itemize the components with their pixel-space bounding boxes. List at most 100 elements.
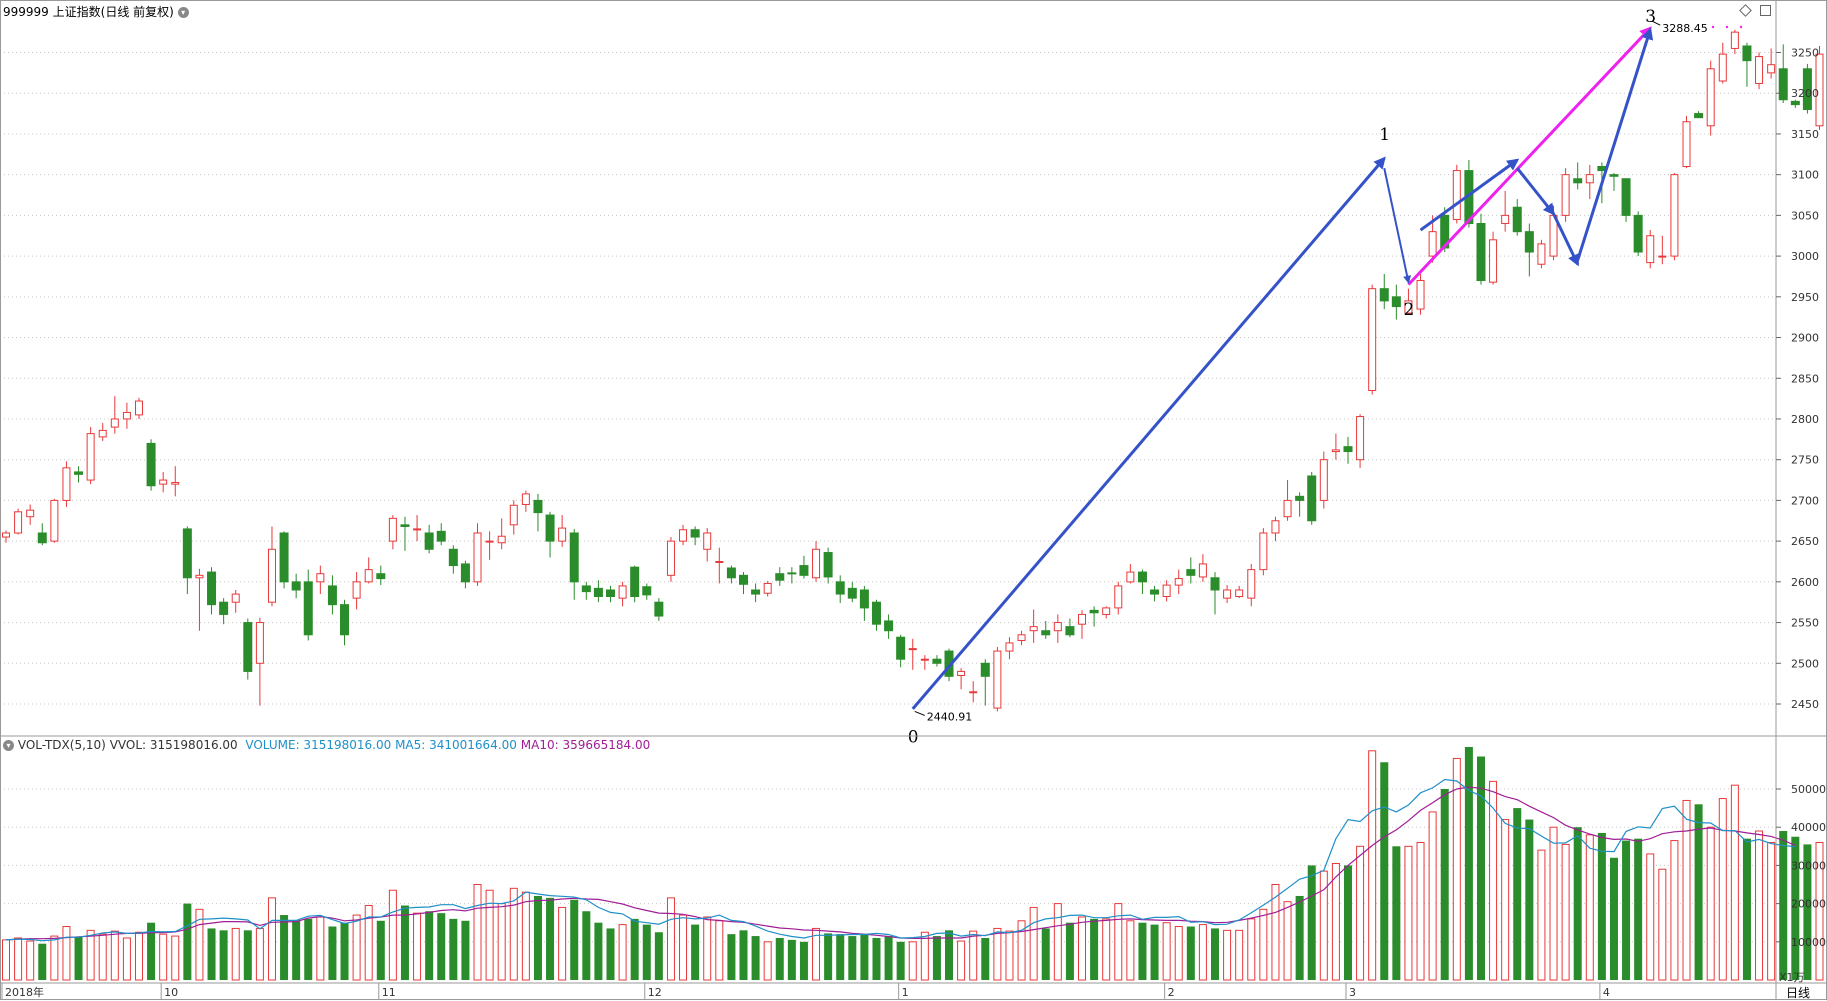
volume-bar-up[interactable] xyxy=(1369,751,1376,980)
volume-bar-down[interactable] xyxy=(860,934,868,980)
candle-up[interactable] xyxy=(909,649,916,650)
candle-up[interactable] xyxy=(1490,240,1497,282)
candle-down[interactable] xyxy=(304,582,312,635)
candle-down[interactable] xyxy=(1525,232,1533,252)
candle-down[interactable] xyxy=(534,500,542,512)
volume-bar-up[interactable] xyxy=(268,898,275,980)
volume-bar-up[interactable] xyxy=(1586,835,1593,980)
candle-down[interactable] xyxy=(1211,578,1219,590)
volume-bar-up[interactable] xyxy=(414,913,421,980)
volume-bar-down[interactable] xyxy=(933,936,941,980)
volume-bar-down[interactable] xyxy=(897,942,905,980)
candle-up[interactable] xyxy=(1768,65,1775,73)
candle-up[interactable] xyxy=(365,570,372,582)
candle-down[interactable] xyxy=(341,605,349,635)
volume-bar-down[interactable] xyxy=(534,896,542,980)
candle-down[interactable] xyxy=(800,566,808,576)
volume-bar-up[interactable] xyxy=(704,917,711,980)
volume-bar-down[interactable] xyxy=(594,923,602,980)
candle-up[interactable] xyxy=(667,541,674,575)
candle-up[interactable] xyxy=(1429,232,1436,256)
candle-down[interactable] xyxy=(220,602,228,614)
volume-bar-down[interactable] xyxy=(981,938,989,980)
volume-bar-down[interactable] xyxy=(1513,808,1521,980)
candle-down[interactable] xyxy=(461,564,469,582)
candle-up[interactable] xyxy=(486,541,493,542)
candle-down[interactable] xyxy=(739,575,747,584)
candle-down[interactable] xyxy=(1151,590,1159,594)
candle-up[interactable] xyxy=(172,482,179,484)
candle-up[interactable] xyxy=(256,623,263,664)
volume-bar-up[interactable] xyxy=(667,898,674,980)
volume-bar-up[interactable] xyxy=(921,932,928,980)
candle-up[interactable] xyxy=(958,671,965,675)
volume-bar-up[interactable] xyxy=(474,885,481,981)
candle-up[interactable] xyxy=(1731,32,1738,48)
candle-down[interactable] xyxy=(860,590,868,608)
volume-bar-down[interactable] xyxy=(1574,827,1582,980)
volume-bar-up[interactable] xyxy=(994,928,1001,980)
volume-bar-down[interactable] xyxy=(582,911,590,980)
volume-bar-up[interactable] xyxy=(764,942,771,980)
candle-down[interactable] xyxy=(1695,114,1703,118)
volume-bar-up[interactable] xyxy=(1562,844,1569,980)
candle-up[interactable] xyxy=(764,583,771,593)
volume-bar-up[interactable] xyxy=(1731,785,1738,980)
volume-bar-down[interactable] xyxy=(1380,762,1388,980)
candle-down[interactable] xyxy=(1380,289,1388,301)
candle-up[interactable] xyxy=(1127,572,1134,582)
volume-bar-up[interactable] xyxy=(1671,841,1678,980)
volume-bar-up[interactable] xyxy=(87,930,94,980)
volume-bar-down[interactable] xyxy=(1598,833,1606,980)
candle-down[interactable] xyxy=(1779,69,1787,100)
volume-bar-up[interactable] xyxy=(1453,758,1460,980)
candle-up[interactable] xyxy=(99,430,106,437)
volume-bar-up[interactable] xyxy=(1260,909,1267,980)
candle-down[interactable] xyxy=(401,525,409,527)
candle-up[interactable] xyxy=(704,533,711,549)
volume-bar-down[interactable] xyxy=(727,934,735,980)
candle-up[interactable] xyxy=(1163,585,1170,596)
candle-up[interactable] xyxy=(1586,175,1593,183)
volume-bar-up[interactable] xyxy=(353,915,360,980)
volume-bar-up[interactable] xyxy=(1006,931,1013,980)
candle-down[interactable] xyxy=(1296,496,1304,500)
candle-up[interactable] xyxy=(414,529,421,530)
volume-bar-down[interactable] xyxy=(183,904,191,980)
candle-up[interactable] xyxy=(1538,244,1545,264)
candle-up[interactable] xyxy=(268,549,275,602)
volume-bar-up[interactable] xyxy=(1550,827,1557,980)
volume-bar-up[interactable] xyxy=(232,928,239,980)
volume-bar-down[interactable] xyxy=(341,923,349,980)
volume-bar-down[interactable] xyxy=(304,919,312,980)
candle-up[interactable] xyxy=(1103,608,1110,615)
candle-down[interactable] xyxy=(594,588,602,596)
volume-bar-up[interactable] xyxy=(680,915,687,980)
candle-down[interactable] xyxy=(1042,631,1050,635)
volume-bar-down[interactable] xyxy=(1743,839,1751,980)
candle-down[interactable] xyxy=(147,443,155,485)
candle-down[interactable] xyxy=(655,602,663,616)
volume-bar-up[interactable] xyxy=(909,942,916,980)
candle-down[interactable] xyxy=(75,472,83,474)
candle-up[interactable] xyxy=(1756,57,1763,84)
candle-down[interactable] xyxy=(1308,476,1316,521)
candle-up[interactable] xyxy=(1357,417,1364,460)
volume-bar-up[interactable] xyxy=(1707,827,1714,980)
volume-bar-up[interactable] xyxy=(559,907,566,980)
volume-bar-down[interactable] xyxy=(1344,865,1352,980)
candle-down[interactable] xyxy=(607,590,615,597)
volume-bar-down[interactable] xyxy=(220,930,228,980)
volume-bar-up[interactable] xyxy=(1756,831,1763,980)
volume-bar-up[interactable] xyxy=(3,940,10,980)
candle-up[interactable] xyxy=(51,500,58,541)
candle-down[interactable] xyxy=(1187,570,1195,576)
volume-bar-up[interactable] xyxy=(1768,842,1775,980)
volume-bar-up[interactable] xyxy=(1236,930,1243,980)
volume-bar-up[interactable] xyxy=(1103,919,1110,980)
candle-up[interactable] xyxy=(160,480,167,484)
volume-bar-up[interactable] xyxy=(716,921,723,980)
volume-bar-down[interactable] xyxy=(1441,789,1449,980)
volume-bar-up[interactable] xyxy=(317,917,324,980)
candle-down[interactable] xyxy=(1392,297,1400,307)
